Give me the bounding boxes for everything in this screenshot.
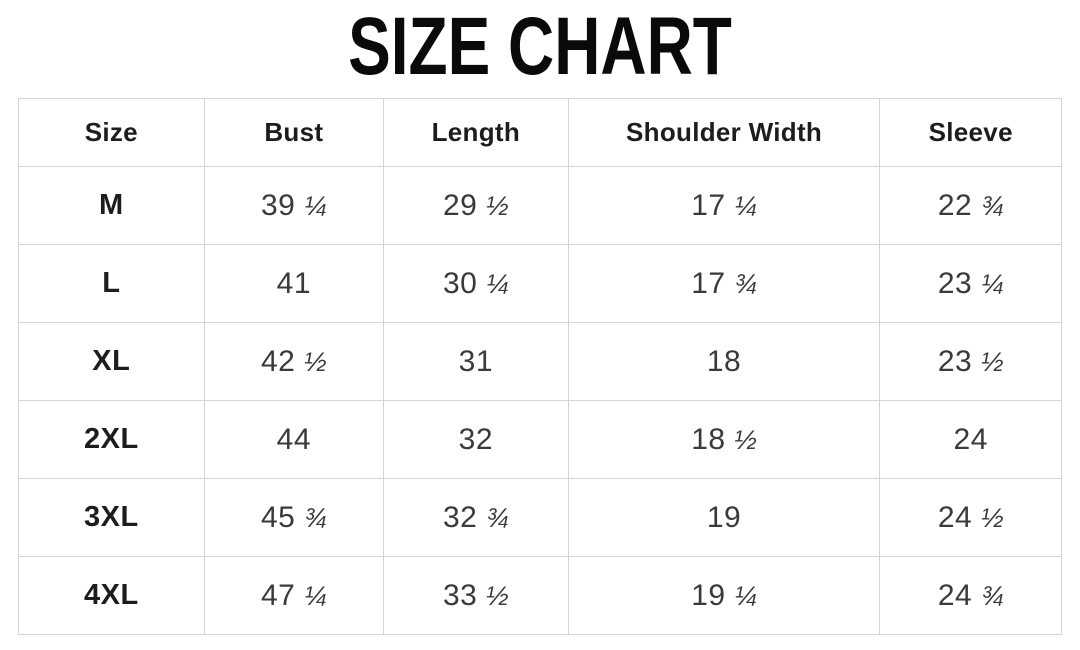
size-cell: 3XL <box>18 478 205 557</box>
column-header-length: Length <box>383 98 569 167</box>
size-cell: L <box>18 244 205 323</box>
size-cell: M <box>18 166 205 245</box>
table-row: L 41 30 ¼ 17 ¾ 23 ¼ <box>18 244 1062 323</box>
measurement-cell-bust: 41 <box>203 244 385 323</box>
measurement-cell-shoulder: 18 <box>567 322 881 401</box>
title-bar: SIZE CHART <box>0 0 1080 94</box>
measurement-cell-length: 29 ½ <box>383 166 569 245</box>
header-row: Size Bust Length Shoulder Width Sleeve <box>18 98 1062 167</box>
page-title: SIZE CHART <box>348 1 732 92</box>
table-row: 2XL 44 32 18 ½ 24 <box>18 400 1062 479</box>
measurement-cell-length: 32 <box>383 400 569 479</box>
measurement-cell-bust: 39 ¼ <box>203 166 385 245</box>
size-cell: XL <box>18 322 205 401</box>
measurement-cell-sleeve: 24 ½ <box>879 478 1062 557</box>
measurement-cell-sleeve: 23 ½ <box>879 322 1062 401</box>
measurement-cell-bust: 42 ½ <box>203 322 385 401</box>
measurement-cell-sleeve: 23 ¼ <box>879 244 1062 323</box>
column-header-sleeve: Sleeve <box>879 98 1062 167</box>
measurement-cell-bust: 44 <box>203 400 385 479</box>
table-row: 4XL 47 ¼ 33 ½ 19 ¼ 24 ¾ <box>18 556 1062 635</box>
measurement-cell-sleeve: 24 ¾ <box>879 556 1062 635</box>
measurement-cell-shoulder: 18 ½ <box>567 400 881 479</box>
measurement-cell-shoulder: 17 ¾ <box>567 244 881 323</box>
measurement-cell-bust: 47 ¼ <box>203 556 385 635</box>
measurement-cell-shoulder: 17 ¼ <box>567 166 881 245</box>
table-row: XL 42 ½ 31 18 23 ½ <box>18 322 1062 401</box>
measurement-cell-length: 31 <box>383 322 569 401</box>
column-header-shoulder-width: Shoulder Width <box>567 98 881 167</box>
size-cell: 2XL <box>18 400 205 479</box>
size-chart-table: Size Bust Length Shoulder Width Sleeve M… <box>18 98 1062 635</box>
table-row: 3XL 45 ¾ 32 ¾ 19 24 ½ <box>18 478 1062 557</box>
measurement-cell-shoulder: 19 <box>567 478 881 557</box>
measurement-cell-length: 30 ¼ <box>383 244 569 323</box>
measurement-cell-length: 32 ¾ <box>383 478 569 557</box>
size-cell: 4XL <box>18 556 205 635</box>
measurement-cell-sleeve: 22 ¾ <box>879 166 1062 245</box>
measurement-cell-length: 33 ½ <box>383 556 569 635</box>
measurement-cell-sleeve: 24 <box>879 400 1062 479</box>
column-header-size: Size <box>18 98 205 167</box>
table-row: M 39 ¼ 29 ½ 17 ¼ 22 ¾ <box>18 166 1062 245</box>
measurement-cell-bust: 45 ¾ <box>203 478 385 557</box>
measurement-cell-shoulder: 19 ¼ <box>567 556 881 635</box>
column-header-bust: Bust <box>203 98 385 167</box>
